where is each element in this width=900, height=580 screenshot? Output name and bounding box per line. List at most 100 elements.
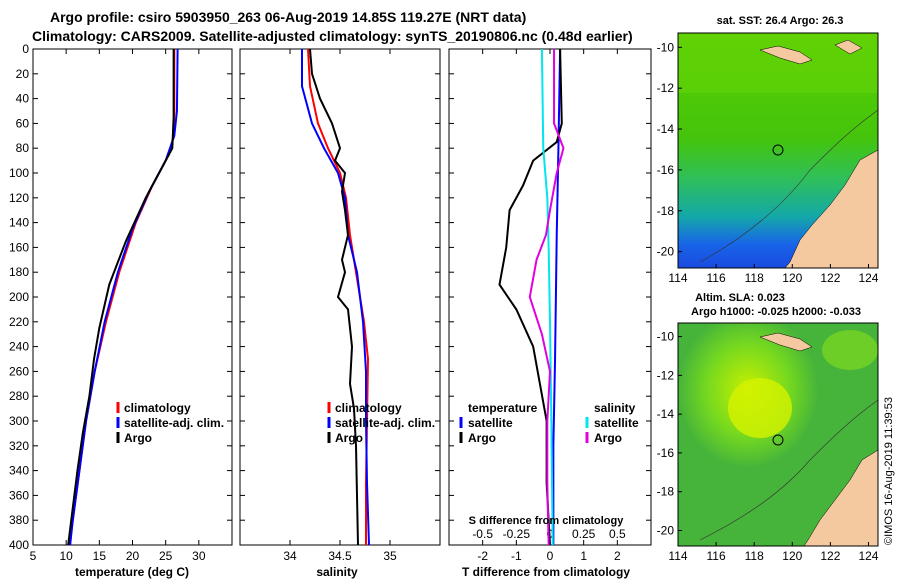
sst-island: [759, 45, 813, 65]
series-line-t-argo: [498, 48, 563, 546]
x-tick-label: -2: [477, 549, 488, 563]
y-tick-label: 240: [9, 340, 29, 354]
figure-title-line1: Argo profile: csiro 5903950_263 06-Aug-2…: [50, 9, 527, 25]
x-tick-label: 1: [580, 549, 587, 563]
y-tick-label: 0: [22, 42, 29, 56]
legend-argo-s: Argo: [335, 431, 363, 445]
y-tick-label: 320: [9, 439, 29, 453]
map-y-tick-label: -18: [657, 204, 675, 218]
y-tick-label: 60: [16, 116, 30, 130]
map-y-tick-label: -16: [657, 446, 675, 460]
series-line-argo: [67, 49, 175, 546]
legend-header-salinity: salinity: [594, 401, 636, 415]
sla-argo-location: [772, 434, 784, 446]
map-y-tick-label: -10: [657, 330, 675, 344]
y-tick-label: 260: [9, 364, 29, 378]
y-tick-label: 180: [9, 265, 29, 279]
y-tick-label: 40: [16, 92, 30, 106]
x-tick-label: 35: [383, 549, 397, 563]
sla-map-title-1: Altim. SLA: 0.023: [695, 292, 785, 304]
sst-map-title: sat. SST: 26.4 Argo: 26.3: [717, 15, 844, 27]
imos-timestamp: ©IMOS 16-Aug-2019 11:39:53: [883, 397, 895, 545]
map-y-tick-label: -20: [657, 245, 675, 259]
x-tick-label: 25: [159, 549, 173, 563]
map-x-tick-label: 120: [782, 271, 802, 285]
x-top-tick-label: 0.25: [572, 527, 596, 541]
y-tick-label: 340: [9, 464, 29, 478]
x-tick-label: 10: [59, 549, 73, 563]
legend-climatology: climatology: [124, 401, 191, 415]
legend-t-argo: Argo: [468, 431, 496, 445]
y-tick-label: 220: [9, 315, 29, 329]
x-top-tick-label: 0.5: [609, 527, 626, 541]
map-x-tick-label: 120: [782, 549, 802, 563]
map-x-tick-label: 122: [820, 271, 840, 285]
y-tick-label: 400: [9, 538, 29, 552]
sla-island: [759, 332, 813, 352]
map-x-tick-label: 118: [745, 271, 764, 285]
legend-climatology-s: climatology: [335, 401, 402, 415]
series-line-s-argo: [528, 49, 565, 546]
series-line-satellite-adj-clim-: [69, 48, 179, 546]
y-tick-label: 80: [16, 141, 30, 155]
map-x-tick-label: 116: [707, 549, 726, 563]
legend-argo: Argo: [124, 431, 152, 445]
x-tick-label: 30: [192, 549, 206, 563]
temperature-xlabel: temperature (deg C): [75, 565, 189, 579]
map-x-tick-label: 114: [668, 549, 687, 563]
salinity-axes: [239, 48, 441, 546]
figure-title-line2: Climatology: CARS2009. Satellite-adjuste…: [32, 28, 633, 44]
map-x-tick-label: 118: [745, 549, 764, 563]
x-tick-label: -1: [511, 549, 522, 563]
series-line-argo: [309, 48, 359, 546]
difference-xlabel: T difference from climatology: [462, 565, 630, 579]
y-tick-label: 100: [9, 166, 29, 180]
x-top-tick-label: -0.5: [472, 527, 493, 541]
legend-satellite-adj: satellite-adj. clim.: [124, 416, 224, 430]
difference-legend: temperature salinity satellite Argo sate…: [459, 401, 639, 445]
y-tick-label: 380: [9, 513, 29, 527]
sla-map-title-2: Argo h1000: -0.025 h2000: -0.033: [691, 306, 861, 318]
x-tick-label: 5: [30, 549, 37, 563]
map-y-tick-label: -14: [657, 407, 675, 421]
legend-s-argo: Argo: [594, 431, 622, 445]
series-line-s-satellite: [540, 48, 554, 546]
sla-map: [677, 322, 879, 547]
map-y-tick-label: -12: [657, 81, 675, 95]
x-tick-label: 20: [126, 549, 140, 563]
map-x-tick-label: 124: [858, 271, 878, 285]
legend-header-temperature: temperature: [468, 401, 538, 415]
legend-s-satellite: satellite: [594, 416, 639, 430]
map-y-tick-label: -14: [657, 122, 675, 136]
legend-t-satellite: satellite: [468, 416, 513, 430]
map-y-tick-label: -12: [657, 368, 675, 382]
salinity-xlabel: salinity: [316, 565, 358, 579]
map-y-tick-label: -10: [657, 40, 675, 54]
y-tick-label: 360: [9, 488, 29, 502]
map-x-tick-label: 122: [820, 549, 840, 563]
y-tick-label: 120: [9, 191, 29, 205]
sst-island-2: [834, 39, 863, 55]
salinity-legend: climatology satellite-adj. clim. Argo: [327, 401, 435, 445]
y-tick-label: 280: [9, 389, 29, 403]
map-y-tick-label: -16: [657, 163, 675, 177]
difference-xlabel-top: S difference from climatology: [469, 515, 625, 527]
temperature-axes: [32, 48, 233, 546]
x-tick-label: 15: [93, 549, 107, 563]
x-tick-label: 34: [283, 549, 297, 563]
legend-satellite-adj-s: satellite-adj. clim.: [335, 416, 435, 430]
map-x-tick-label: 124: [858, 549, 878, 563]
map-y-tick-label: -18: [657, 485, 675, 499]
x-tick-label: 34.5: [328, 549, 352, 563]
x-tick-label: 0: [547, 549, 554, 563]
y-tick-label: 200: [9, 290, 29, 304]
y-tick-label: 20: [16, 67, 30, 81]
map-x-tick-label: 116: [707, 271, 726, 285]
map-y-tick-label: -20: [657, 523, 675, 537]
y-tick-label: 300: [9, 414, 29, 428]
map-x-tick-label: 114: [668, 271, 687, 285]
sst-map: [677, 32, 879, 269]
y-tick-label: 140: [9, 216, 29, 230]
y-tick-label: 160: [9, 240, 29, 254]
